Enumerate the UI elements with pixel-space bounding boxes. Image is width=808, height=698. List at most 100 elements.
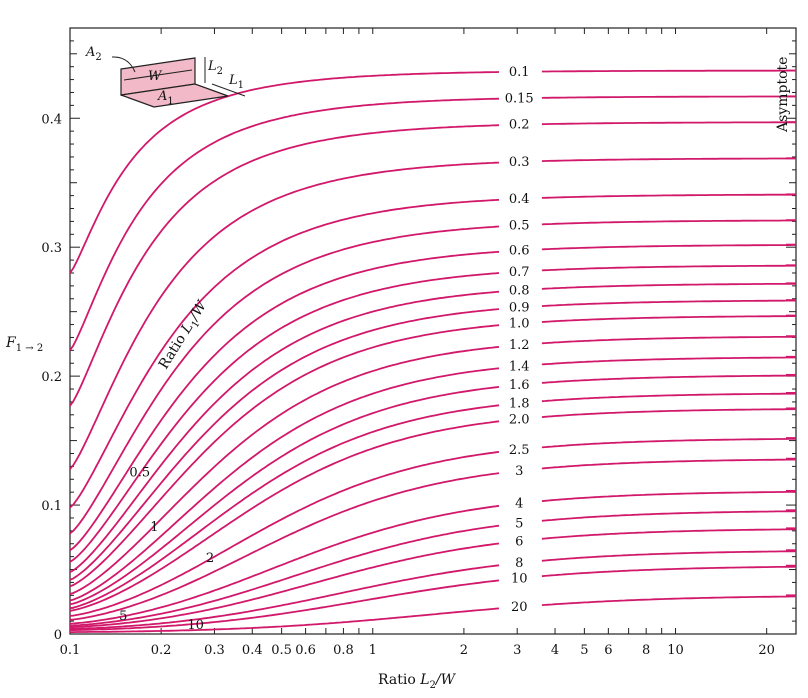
curve-label: 0.8 — [509, 283, 530, 298]
curve-annotation: 0.5 — [129, 466, 150, 481]
curve-line — [541, 219, 796, 226]
inset-label-l1: L1 — [228, 73, 244, 91]
x-tick-label: 3 — [513, 643, 521, 658]
x-tick-label: 6 — [604, 643, 612, 658]
curve-label: 4 — [515, 497, 523, 512]
curve-label: 3 — [515, 464, 523, 479]
x-tick-label: 8 — [642, 643, 650, 658]
curve-line — [70, 290, 500, 573]
y-axis-title: F1 → 2 — [5, 335, 43, 354]
curve-line — [70, 346, 500, 595]
y-tick-label: 0 — [54, 628, 62, 643]
curve-line — [70, 225, 500, 535]
curve-line — [541, 282, 796, 290]
curve-label: 0.1 — [509, 65, 530, 80]
curve-label: 6 — [515, 534, 523, 549]
curve-line — [70, 308, 500, 581]
curve-annotation: 10 — [187, 618, 204, 633]
x-tick-label: 5 — [580, 643, 588, 658]
geometry-inset: A2 W A1 L2 L1 — [85, 45, 246, 108]
curve-line — [541, 121, 796, 126]
curve-line — [541, 315, 796, 323]
inset-label-a1: A1 — [157, 89, 174, 107]
axis-tick-labels: 0.1 0.2 0.3 0.4 0.5 0.6 0.8 1 2 3 4 5 6 8 10 2000.10.20… — [41, 112, 775, 658]
curve-line — [541, 458, 796, 470]
x-tick-label: 0.4 — [242, 643, 263, 658]
curve-label: 1.4 — [509, 359, 530, 374]
curve-line — [541, 565, 796, 578]
curve-line — [541, 438, 796, 449]
curve-line — [70, 564, 500, 630]
curve-line — [541, 490, 796, 502]
curve-line — [70, 607, 500, 633]
x-tick-label: 0.8 — [333, 643, 354, 658]
y-tick-label: 0.3 — [41, 241, 62, 256]
curve-line — [541, 392, 796, 403]
x-axis-title: Ratio L2/W — [378, 672, 457, 691]
curve-line — [70, 97, 500, 351]
x-tick-label: 1 — [369, 643, 377, 658]
curve-label: 1.6 — [509, 378, 530, 393]
curve-series — [70, 69, 796, 633]
curve-label: 20 — [511, 600, 528, 615]
curve-line — [541, 335, 796, 345]
curve-line — [541, 550, 796, 562]
curve-line — [70, 71, 500, 274]
curve-label: 0.15 — [505, 91, 534, 106]
curve-line — [70, 524, 500, 627]
inset-label-w: W — [148, 69, 163, 84]
curve-annotation: 1 — [150, 520, 158, 535]
curve-label: 0.4 — [509, 192, 530, 207]
curve-line — [70, 420, 500, 612]
curve-annotation: 5 — [119, 609, 127, 624]
parameter-label: Ratio L1/W — [156, 297, 214, 374]
curve-line — [70, 472, 500, 621]
x-tick-label: 20 — [758, 643, 775, 658]
curve-line — [70, 542, 500, 629]
x-tick-label: 0.3 — [204, 643, 225, 658]
curve-label: 0.6 — [509, 244, 530, 259]
curve-line — [70, 504, 500, 625]
inset-horizontal-plate — [120, 83, 229, 108]
curve-line — [541, 374, 796, 384]
curve-line — [541, 244, 796, 251]
curve-label: 10 — [511, 571, 528, 586]
curve-line — [70, 124, 500, 407]
curve-label: 0.9 — [509, 301, 530, 316]
curve-line — [541, 528, 796, 540]
curve-label: 5 — [515, 516, 523, 531]
curve-line — [70, 386, 500, 606]
curve-line — [70, 198, 500, 509]
curve-line — [70, 451, 500, 617]
curve-line — [541, 356, 796, 366]
curve-line — [70, 250, 500, 551]
x-tick-label: 2 — [460, 643, 468, 658]
curve-line — [541, 299, 796, 307]
curve-line — [541, 408, 796, 418]
curve-line — [541, 157, 796, 162]
curve-line — [541, 95, 796, 99]
curve-line — [541, 193, 796, 199]
curve-line — [70, 367, 500, 602]
inset-w-dimension — [123, 69, 193, 81]
curve-line — [70, 579, 500, 631]
y-tick-label: 0.4 — [41, 112, 62, 127]
curve-line — [541, 595, 796, 606]
x-tick-label: 0.1 — [60, 643, 81, 658]
asymptote-label: Asymptote — [775, 57, 791, 133]
inset-l1-dimension — [211, 83, 246, 97]
x-tick-label: 0.5 — [271, 643, 292, 658]
curve-label: 2.5 — [509, 443, 530, 458]
inset-label-l2: L2 — [207, 59, 223, 77]
curve-label: 2.0 — [509, 412, 530, 427]
inset-a2-leader — [111, 56, 136, 73]
curve-line — [70, 404, 500, 610]
x-tick-label: 4 — [551, 643, 559, 658]
curve-label: 0.2 — [509, 118, 530, 133]
curve-label: 0.5 — [509, 218, 530, 233]
curve-label: 1.2 — [509, 338, 530, 353]
curve-line — [70, 161, 500, 470]
curve-line — [70, 324, 500, 588]
x-tick-label: 10 — [667, 643, 684, 658]
